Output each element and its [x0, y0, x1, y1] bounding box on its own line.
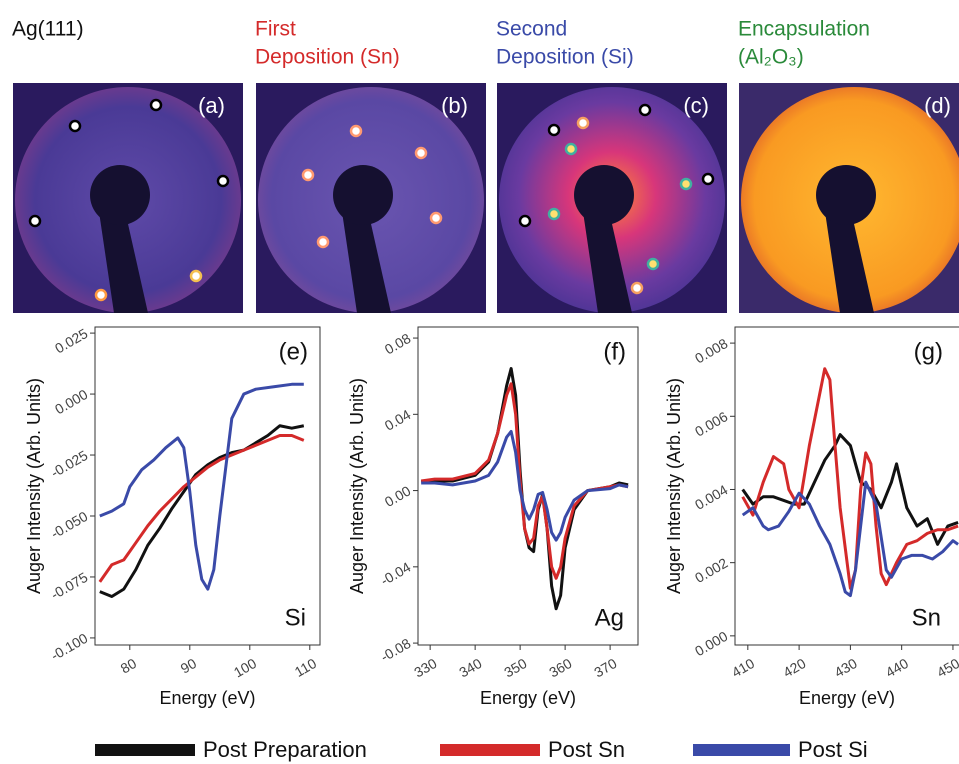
- element-label: Si: [285, 604, 306, 631]
- y-axis-label: Auger Intensity (Arb. Units): [664, 378, 684, 594]
- y-tick-label: 0.000: [692, 628, 731, 659]
- figure: Ag(111) (a) First Deposition (Sn) (b) Second D…: [0, 0, 959, 764]
- panel-label: (f): [603, 338, 626, 365]
- x-tick-label: 100: [231, 655, 259, 681]
- x-tick-label: 330: [411, 655, 439, 681]
- element-label: Sn: [912, 604, 941, 631]
- diffraction-spot: [549, 209, 559, 219]
- diffraction-spot: [70, 121, 80, 131]
- x-tick-label: 440: [883, 655, 911, 681]
- legend-swatch: [693, 744, 790, 756]
- y-tick-label: 0.008: [692, 335, 731, 366]
- diffraction-spot: [431, 213, 441, 223]
- leed-image: (b): [256, 83, 486, 313]
- x-axis-label: Energy (eV): [799, 688, 895, 708]
- y-tick-label: -0.04: [378, 559, 414, 589]
- panel-title: Encapsulation: [738, 18, 870, 41]
- diffraction-spot: [632, 283, 642, 293]
- gun-head: [90, 165, 150, 225]
- panel-title: (Al₂O₃): [738, 46, 804, 69]
- gun-head: [333, 165, 393, 225]
- x-tick-label: 420: [780, 655, 808, 681]
- legend-label: Post Preparation: [203, 737, 367, 762]
- y-tick-label: -0.08: [378, 635, 414, 665]
- y-tick-label: 0.00: [382, 482, 414, 510]
- element-label: Ag: [595, 604, 624, 631]
- panel-title: First: [255, 18, 296, 41]
- diffraction-spot: [681, 179, 691, 189]
- gun-head: [574, 165, 634, 225]
- x-tick-label: 350: [501, 655, 529, 681]
- x-tick-label: 430: [832, 655, 860, 681]
- panel-label: (g): [914, 338, 943, 365]
- leed-image: (d): [739, 83, 959, 313]
- panel-title: Deposition (Si): [496, 46, 634, 69]
- panel-title: Second: [496, 18, 567, 41]
- leed-image: (c): [497, 83, 727, 313]
- x-tick-label: 110: [292, 655, 320, 680]
- diffraction-spot: [318, 237, 328, 247]
- diffraction-spot: [566, 144, 576, 154]
- y-axis-label: Auger Intensity (Arb. Units): [347, 378, 367, 594]
- diffraction-spot: [520, 216, 530, 226]
- y-tick-label: -0.100: [48, 630, 91, 664]
- y-tick-label: 0.08: [382, 330, 414, 358]
- diffraction-spot: [578, 118, 588, 128]
- y-tick-label: -0.075: [48, 569, 91, 603]
- x-tick-label: 360: [546, 655, 574, 681]
- panel-label: (e): [279, 338, 308, 365]
- x-axis-label: Energy (eV): [159, 688, 255, 708]
- x-tick-label: 340: [456, 655, 484, 681]
- y-tick-label: 0.006: [692, 408, 731, 439]
- leed-image: (a): [13, 83, 243, 313]
- plot-frame: [735, 327, 959, 645]
- x-tick-label: 370: [591, 655, 619, 681]
- x-tick-label: 410: [729, 655, 757, 681]
- image-label: (a): [198, 93, 225, 118]
- x-tick-label: 90: [178, 655, 200, 677]
- diffraction-spot: [218, 176, 228, 186]
- y-tick-label: 0.002: [692, 555, 731, 586]
- x-axis-label: Energy (eV): [480, 688, 576, 708]
- y-tick-label: -0.050: [48, 508, 91, 542]
- diffraction-spot: [96, 290, 106, 300]
- diffraction-spot: [416, 148, 426, 158]
- panel-title: Ag(111): [12, 18, 84, 41]
- diffraction-spot: [640, 105, 650, 115]
- y-tick-label: 0.04: [382, 406, 414, 434]
- gun-head: [816, 165, 876, 225]
- y-tick-label: 0.000: [52, 386, 91, 417]
- image-label: (b): [441, 93, 468, 118]
- legend-swatch: [95, 744, 195, 756]
- diffraction-spot: [151, 100, 161, 110]
- page: Ag(111) (a) First Deposition (Sn) (b) Second D…: [0, 0, 959, 764]
- diffraction-spot: [351, 126, 361, 136]
- diffraction-spot: [303, 170, 313, 180]
- y-tick-label: 0.004: [692, 481, 731, 512]
- y-tick-label: 0.025: [52, 325, 91, 356]
- legend-label: Post Sn: [548, 737, 625, 762]
- panel-title: Deposition (Sn): [255, 46, 400, 69]
- x-tick-label: 80: [118, 655, 140, 677]
- diffraction-spot: [549, 125, 559, 135]
- diffraction-spot: [191, 271, 201, 281]
- y-tick-label: -0.025: [48, 447, 91, 481]
- diffraction-spot: [703, 174, 713, 184]
- diffraction-spot: [30, 216, 40, 226]
- legend-swatch: [440, 744, 540, 756]
- legend-label: Post Si: [798, 737, 868, 762]
- y-axis-label: Auger Intensity (Arb. Units): [24, 378, 44, 594]
- x-tick-label: 450: [934, 655, 959, 681]
- diffraction-spot: [648, 259, 658, 269]
- image-label: (d): [924, 93, 951, 118]
- image-label: (c): [683, 93, 709, 118]
